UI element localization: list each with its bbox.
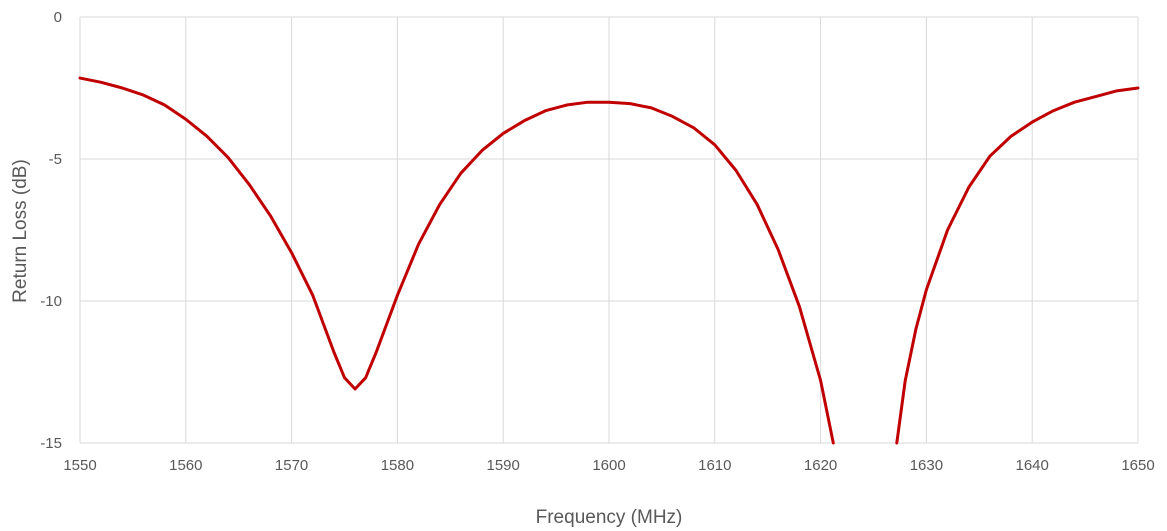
x-tick-label: 1560 xyxy=(169,457,202,474)
return-loss-line xyxy=(78,76,835,445)
y-tick-label: -5 xyxy=(49,151,62,168)
x-tick-label: 1610 xyxy=(698,457,731,474)
x-tick-label: 1620 xyxy=(804,457,837,474)
x-tick-label: 1590 xyxy=(487,457,520,474)
x-tick-label: 1640 xyxy=(1016,457,1049,474)
series-lines xyxy=(78,76,1140,445)
y-tick-label: -15 xyxy=(40,435,62,452)
y-axis-title: Return Loss (dB) xyxy=(10,159,31,303)
x-axis-title: Frequency (MHz) xyxy=(536,507,683,528)
gridlines xyxy=(79,16,1139,444)
x-tick-label: 1630 xyxy=(910,457,943,474)
y-tick-label: -10 xyxy=(40,293,62,310)
x-tick-label: 1600 xyxy=(592,457,625,474)
return-loss-line xyxy=(895,86,1140,445)
x-tick-label: 1650 xyxy=(1121,457,1154,474)
y-tick-label: 0 xyxy=(54,9,62,26)
x-tick-labels: 1550 1560 1570 1580 1590 1600 1610 1620 1630 1640… xyxy=(63,457,1154,474)
y-tick-labels: 0 -5 -10 -15 xyxy=(40,9,62,452)
x-tick-label: 1550 xyxy=(63,457,96,474)
x-tick-label: 1570 xyxy=(275,457,308,474)
x-tick-label: 1580 xyxy=(381,457,414,474)
